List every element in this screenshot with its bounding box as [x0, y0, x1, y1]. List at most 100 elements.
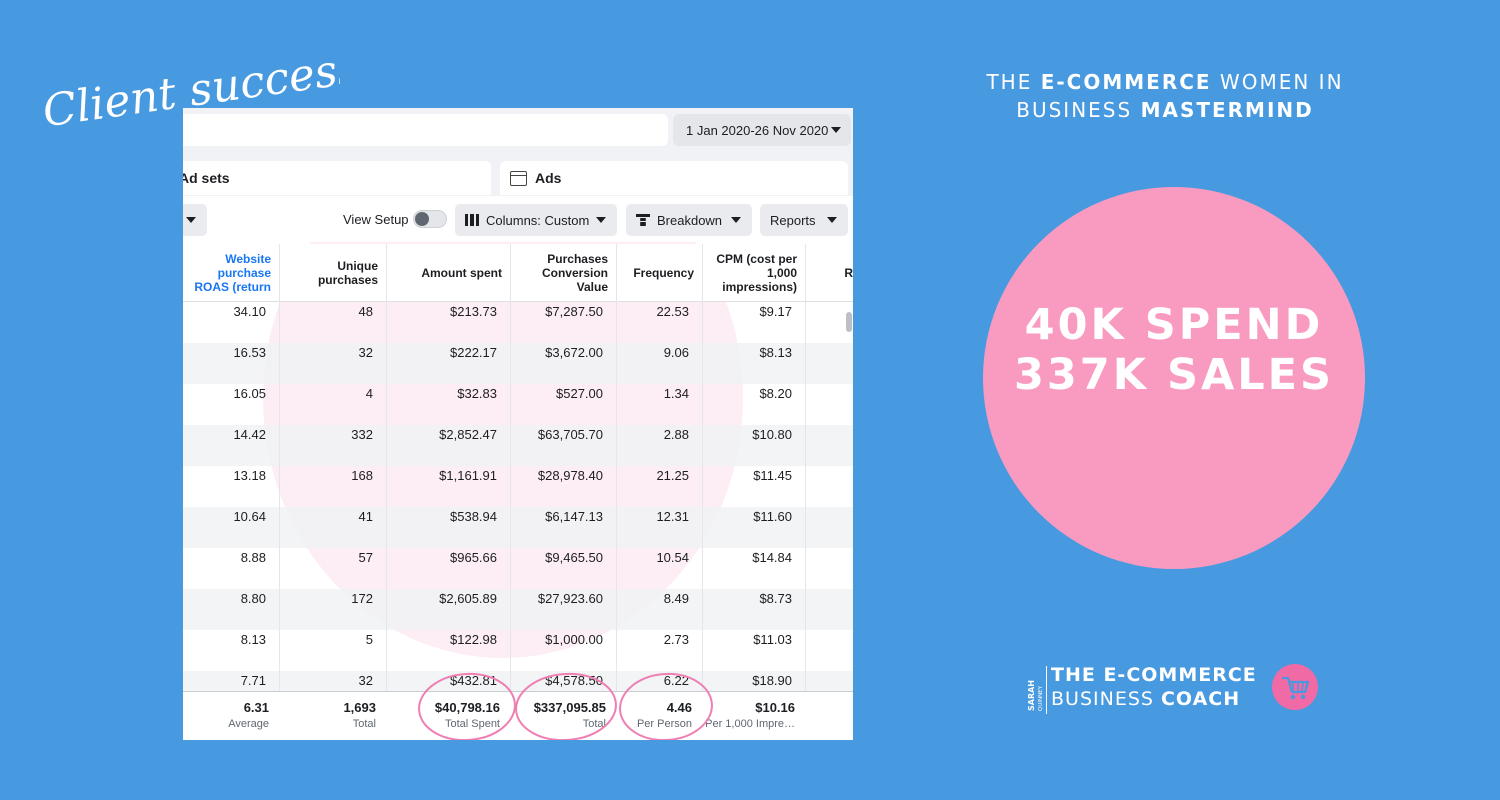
- total-cell: 1,693 Total: [279, 692, 386, 730]
- total-value: 1,693: [343, 700, 376, 715]
- columns-button[interactable]: Columns: Custom: [455, 204, 617, 236]
- column-header-cpm-label: CPM (cost per 1,000 impressions): [716, 252, 797, 294]
- table-cell: 8.13: [240, 632, 266, 647]
- total-label: Per Person: [636, 718, 692, 730]
- brand-sarah: SARAH: [1027, 680, 1036, 711]
- table-row[interactable]: 34.10 48 $213.73 $7,287.50 22.53 $9.17: [183, 302, 853, 343]
- breakdown-button[interactable]: Breakdown: [626, 204, 752, 236]
- date-range-button[interactable]: 1 Jan 2020-26 Nov 2020: [673, 114, 851, 146]
- table-row[interactable]: 8.13 5 $122.98 $1,000.00 2.73 $11.03: [183, 630, 853, 671]
- table-cell: $122.98: [450, 632, 497, 647]
- table-cell: 14.42: [233, 427, 266, 442]
- table-cell: 16.53: [233, 345, 266, 360]
- column-header-partial-label: R: [844, 266, 853, 280]
- table-row[interactable]: 13.18 168 $1,161.91 $28,978.40 21.25 $11.45: [183, 466, 853, 507]
- column-header-conversion-value[interactable]: Purchases Conversion Value: [510, 244, 616, 302]
- table-toolbar: Columns: Custom Breakdown Reports: [183, 196, 853, 242]
- table-cell: $27,923.60: [537, 591, 603, 606]
- table-cell: 4: [365, 386, 373, 401]
- view-setup-toggle[interactable]: [413, 210, 447, 228]
- column-header-frequency-label: Frequency: [633, 266, 694, 280]
- column-divider: [616, 244, 617, 740]
- search-input[interactable]: [183, 114, 668, 146]
- table-cell: $9,465.50: [545, 550, 603, 565]
- table-cell: $8.73: [759, 591, 792, 606]
- column-header-roas[interactable]: Website purchase ROAS (return: [183, 244, 279, 302]
- table-cell: 6.22: [663, 673, 689, 688]
- columns-label: Columns: Custom: [486, 212, 590, 228]
- table-cell: $1,161.91: [439, 468, 497, 483]
- column-divider: [386, 244, 387, 740]
- table-cell: 2.88: [663, 427, 689, 442]
- mastermind-line1-pre: THE: [986, 70, 1041, 94]
- chevron-down-icon: [186, 217, 196, 223]
- breakdown-label: Breakdown: [657, 212, 723, 228]
- column-header-roas-label: Website purchase ROAS (return: [194, 252, 271, 294]
- table-cell: 7.71: [240, 673, 266, 688]
- table-cell: $2,852.47: [439, 427, 497, 442]
- table-row[interactable]: 8.80 172 $2,605.89 $27,923.60 8.49 $8.73: [183, 589, 853, 630]
- column-header-partial[interactable]: R: [805, 244, 853, 302]
- total-label: Total: [352, 718, 376, 730]
- total-label: Average: [228, 718, 269, 730]
- table-cell: 10.64: [233, 509, 266, 524]
- brand-quinney: QUINNEY: [1038, 685, 1044, 711]
- table-cell: 5: [365, 632, 373, 647]
- brand-logo: SARAH QUINNEY THE E-COMMERCE BUSINESS CO…: [1025, 662, 1325, 718]
- table-cell: 32: [358, 345, 373, 360]
- total-label: Total Spent: [444, 718, 500, 730]
- totals-row: 6.31 Average 1,693 Total $40,798.16 Total Spe…: [183, 691, 853, 740]
- table-cell: $28,978.40: [537, 468, 603, 483]
- table-row[interactable]: 16.53 32 $222.17 $3,672.00 9.06 $8.13: [183, 343, 853, 384]
- highlight-sales: 337K SALES: [1013, 350, 1335, 400]
- table-cell: 8.80: [240, 591, 266, 606]
- mastermind-line1-bold: E-COMMERCE: [1040, 70, 1212, 94]
- tab-ads[interactable]: Ads: [500, 161, 848, 195]
- view-setup-label: View Setup: [343, 212, 409, 227]
- table-cell: $14.84: [752, 550, 792, 565]
- chevron-down-icon: [827, 217, 837, 223]
- table-cell: 57: [358, 550, 373, 565]
- table-cell: $3,672.00: [545, 345, 603, 360]
- table-row[interactable]: 8.88 57 $965.66 $9,465.50 10.54 $14.84: [183, 548, 853, 589]
- total-label: Per 1,000 Impre…: [705, 718, 795, 730]
- table-cell: 8.88: [240, 550, 266, 565]
- total-value: 4.46: [666, 700, 692, 715]
- table-cell: 16.05: [233, 386, 266, 401]
- reports-button[interactable]: Reports: [760, 204, 848, 236]
- total-cell: 6.31 Average: [183, 692, 279, 730]
- table-cell: $32.83: [457, 386, 497, 401]
- column-header-unique-purchases[interactable]: Unique purchases: [279, 244, 386, 302]
- table-cell: $6,147.13: [545, 509, 603, 524]
- brand-line2-bold: COACH: [1160, 688, 1241, 710]
- table-cell: $222.17: [450, 345, 497, 360]
- table-cell: 9.06: [663, 345, 689, 360]
- brand-line-2: BUSINESS COACH: [1051, 688, 1240, 710]
- column-header-amount-spent[interactable]: Amount spent: [386, 244, 510, 302]
- table-cell: 13.18: [233, 468, 266, 483]
- chevron-down-icon: [596, 217, 606, 223]
- top-bar: 1 Jan 2020-26 Nov 2020: [183, 108, 853, 154]
- mastermind-line-2: BUSINESS MASTERMIND: [965, 96, 1365, 124]
- tab-ad-sets[interactable]: Ad sets: [183, 161, 491, 195]
- view-dropdown-button[interactable]: [183, 204, 207, 236]
- table-cell: 168: [351, 468, 373, 483]
- column-header-frequency[interactable]: Frequency: [616, 244, 702, 302]
- mastermind-line-1: THE E-COMMERCE WOMEN IN: [965, 68, 1365, 96]
- date-range-label: 1 Jan 2020-26 Nov 2020: [686, 122, 829, 138]
- ad-window-icon: [510, 170, 527, 186]
- total-value: $337,095.85: [533, 700, 606, 715]
- ads-manager-screenshot: 1 Jan 2020-26 Nov 2020 Ad sets Ads Colum…: [183, 108, 853, 740]
- total-cell: $337,095.85 Total: [510, 692, 616, 730]
- column-divider: [702, 244, 703, 740]
- highlight-spend: 40K SPEND: [1024, 300, 1324, 350]
- table-cell: $18.90: [752, 673, 792, 688]
- highlight-text: 40K SPEND 337K SALES: [983, 300, 1365, 400]
- scrollbar-thumb[interactable]: [846, 312, 852, 332]
- column-header-cpm[interactable]: CPM (cost per 1,000 impressions): [702, 244, 805, 302]
- table-row[interactable]: 16.05 4 $32.83 $527.00 1.34 $8.20: [183, 384, 853, 425]
- table-row[interactable]: 14.42 332 $2,852.47 $63,705.70 2.88 $10.80: [183, 425, 853, 466]
- total-value: $40,798.16: [434, 700, 500, 715]
- mastermind-line2-bold: MASTERMIND: [1140, 98, 1314, 122]
- table-row[interactable]: 10.64 41 $538.94 $6,147.13 12.31 $11.60: [183, 507, 853, 548]
